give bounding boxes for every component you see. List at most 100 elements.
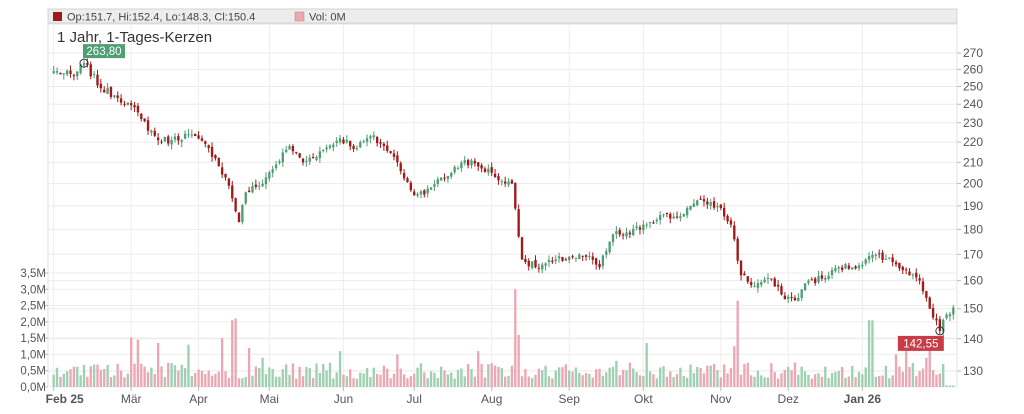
candle-body [352, 145, 355, 150]
candle-body [827, 275, 830, 279]
candle-body [433, 184, 436, 187]
volume-bar [386, 368, 389, 387]
candle-body [284, 149, 288, 152]
volume-bar [787, 366, 790, 387]
candle-body [514, 182, 517, 209]
candle-body [335, 140, 338, 144]
volume-bar [871, 320, 874, 387]
volume-legend-swatch [294, 11, 305, 22]
volume-bar [803, 371, 807, 387]
candle-body [881, 252, 884, 261]
volume-bar [861, 374, 864, 387]
candle-body [207, 145, 210, 149]
volume-bar [399, 368, 402, 387]
volume-bar [571, 371, 574, 387]
min-badge [897, 335, 944, 351]
volume-bar [723, 364, 726, 387]
volume-bar [204, 374, 207, 387]
volume-bar [79, 375, 82, 387]
candle-body [935, 318, 938, 321]
candle-body [439, 177, 443, 181]
candle-body [679, 216, 682, 219]
candle-body [537, 267, 541, 269]
volume-bar [807, 374, 810, 387]
volume-bar [834, 371, 837, 387]
volume-bar [655, 378, 658, 387]
volume-bar [729, 368, 733, 387]
month-label: Feb 25 [46, 392, 84, 406]
candle-body [379, 142, 382, 144]
candle-body [851, 267, 854, 270]
volume-bar [918, 371, 921, 387]
volume-bar [591, 377, 594, 387]
candle-body [349, 140, 352, 147]
volume-bar [743, 363, 746, 387]
volume-bar [210, 375, 214, 387]
candle-body [904, 269, 908, 271]
candle-body [389, 151, 392, 154]
candle-body [436, 179, 439, 185]
candle-body [443, 177, 446, 179]
month-label: Aug [481, 392, 502, 406]
candle-body [743, 273, 746, 276]
candle-body [69, 70, 72, 74]
volume-tick-label: 2,0M [20, 317, 46, 329]
volume-bar [635, 372, 638, 387]
candle-body [490, 167, 493, 173]
candle-body [891, 257, 894, 263]
candle-body [345, 139, 349, 143]
volume-bar [820, 376, 824, 387]
candle-body [820, 275, 824, 279]
volume-bar [827, 378, 830, 387]
volume-bar [328, 362, 332, 387]
volume-bar [264, 374, 268, 387]
volume-bar [719, 377, 723, 387]
info-bar [47, 8, 958, 24]
candle-body [308, 157, 311, 162]
candle-body [611, 234, 615, 243]
candle-body [224, 173, 227, 178]
candle-body [787, 296, 790, 299]
candle-body [413, 191, 416, 196]
candle-body [460, 162, 463, 169]
candle-body [692, 203, 696, 207]
month-label: Mai [260, 392, 279, 406]
volume-bar [288, 374, 291, 387]
volume-bar [460, 368, 463, 387]
candle-body [493, 173, 497, 178]
volume-bar [500, 368, 503, 387]
volume-bar [679, 367, 682, 387]
volume-bar [753, 376, 756, 387]
volume-bar [568, 370, 571, 387]
candle-body [362, 141, 365, 143]
candle-body [628, 232, 632, 235]
volume-bar [894, 354, 898, 387]
month-label: Nov [710, 392, 731, 406]
volume-bar [770, 363, 773, 387]
candle-body [423, 190, 426, 195]
candle-body [62, 73, 65, 75]
candle-body [322, 150, 325, 152]
month-label: Mär [121, 392, 142, 406]
candle-body [247, 190, 251, 193]
candle-body [706, 201, 709, 205]
month-label: Jun [334, 392, 353, 406]
candle-body [402, 172, 406, 179]
max-marker [79, 58, 89, 68]
volume-bar [931, 370, 935, 387]
month-label: Jan 26 [844, 392, 882, 406]
volume-bar [669, 371, 672, 387]
volume-bar [712, 363, 716, 387]
volume-bar [247, 347, 251, 387]
candle-body [561, 257, 564, 261]
volume-bar [318, 372, 322, 387]
volume-bar [396, 354, 399, 387]
volume-bar [608, 367, 611, 387]
max-label: 263,80 [86, 46, 121, 58]
volume-bar [793, 362, 797, 387]
volume-bar [921, 368, 925, 387]
volume-bar [594, 369, 598, 387]
volume-bar [355, 378, 359, 387]
candle-body [271, 169, 274, 173]
candle-body [463, 160, 466, 164]
